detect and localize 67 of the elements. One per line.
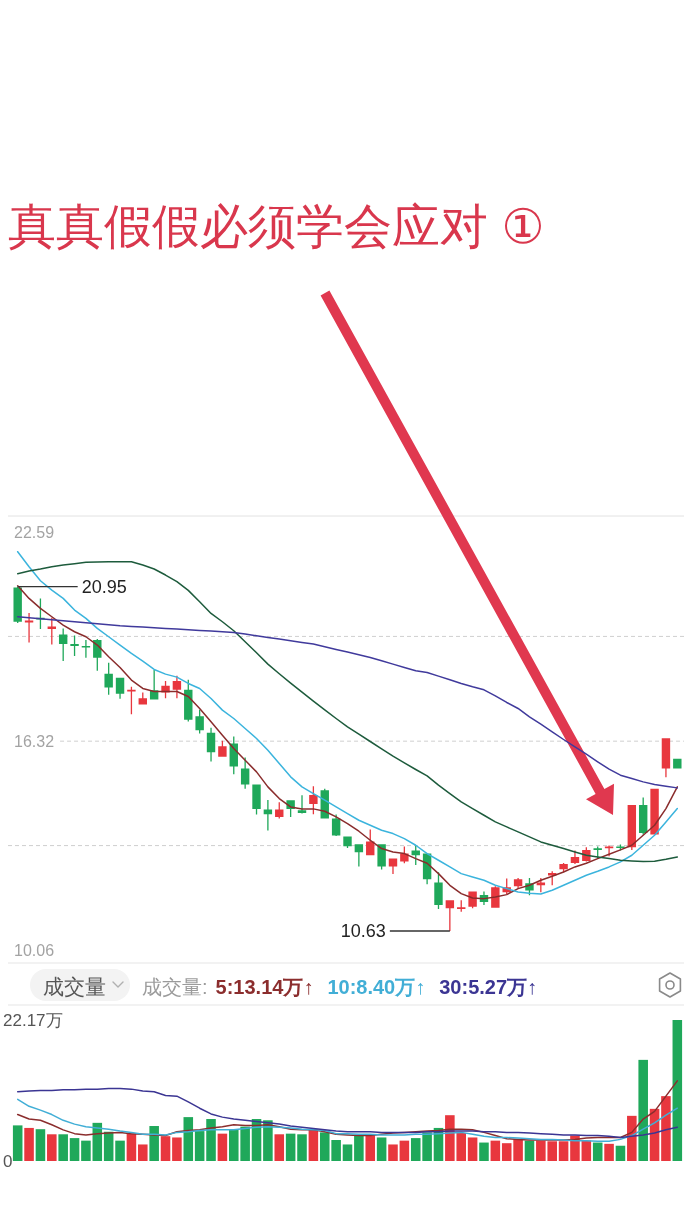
bar: [138, 1144, 148, 1161]
bar: [126, 1133, 137, 1161]
bar: [285, 1133, 296, 1161]
bar: [149, 1126, 159, 1161]
y-tick-label: 10.06: [14, 941, 55, 959]
bar: [206, 1119, 216, 1161]
candlestick: [388, 858, 398, 874]
bar: [376, 1137, 387, 1161]
text: 30:5.27万↑: [439, 976, 538, 998]
bar: [160, 1136, 171, 1161]
text: 5:13.14万↑: [215, 976, 314, 998]
bar: [69, 1138, 80, 1161]
bar: [297, 1134, 307, 1161]
bar: [365, 1134, 376, 1161]
candlestick: [445, 900, 455, 931]
bar: [58, 1134, 68, 1161]
bar: [115, 1140, 125, 1161]
bar: [513, 1139, 523, 1161]
line-series: [16, 615, 679, 789]
bar: [354, 1135, 364, 1161]
bar: [24, 1127, 34, 1161]
chart-title: 成交量: [43, 975, 106, 998]
annotation: 10.63: [340, 920, 386, 941]
candlestick: [354, 844, 364, 867]
line-series: [16, 1098, 679, 1143]
bar: [490, 1140, 501, 1161]
candlestick: [297, 795, 307, 814]
candlestick: [263, 799, 273, 831]
bar: [615, 1145, 626, 1161]
bar: [558, 1141, 569, 1161]
bar: [592, 1142, 603, 1161]
y-tick-label: 22.17万: [3, 1010, 63, 1030]
bar: [47, 1134, 57, 1161]
legend-title: 成交量:: [142, 976, 208, 998]
bar: [638, 1059, 648, 1161]
text: 10:8.40万↑: [327, 976, 426, 998]
bar: [467, 1137, 478, 1161]
candlestick: [673, 758, 682, 769]
bar: [501, 1143, 512, 1161]
bar: [604, 1143, 614, 1161]
candlestick: [81, 640, 91, 658]
y-tick-label: 16.32: [14, 732, 55, 750]
bar: [81, 1140, 91, 1161]
bar: [274, 1134, 285, 1161]
bar: [524, 1140, 535, 1161]
bar: [194, 1131, 205, 1161]
y-tick-label: 22.59: [14, 523, 55, 541]
candlestick: [195, 709, 204, 734]
bar: [399, 1140, 410, 1161]
bar: [342, 1144, 353, 1161]
candlestick: [172, 675, 182, 699]
bar: [479, 1142, 489, 1161]
bar: [661, 1096, 671, 1161]
chart-title: 真真假假必须学会应对 ①: [8, 200, 545, 253]
candlestick: [24, 613, 34, 643]
bar: [388, 1144, 398, 1161]
bar: [12, 1125, 23, 1161]
candlestick: [252, 784, 261, 815]
bar: [217, 1133, 228, 1161]
y-tick-label: 0: [3, 1151, 13, 1171]
annotation: 20.95: [81, 576, 127, 597]
candlestick: [457, 900, 466, 912]
bar: [172, 1137, 182, 1161]
bar: [581, 1140, 592, 1161]
bar: [672, 1020, 683, 1161]
bar: [35, 1129, 46, 1161]
candlestick: [218, 740, 227, 757]
